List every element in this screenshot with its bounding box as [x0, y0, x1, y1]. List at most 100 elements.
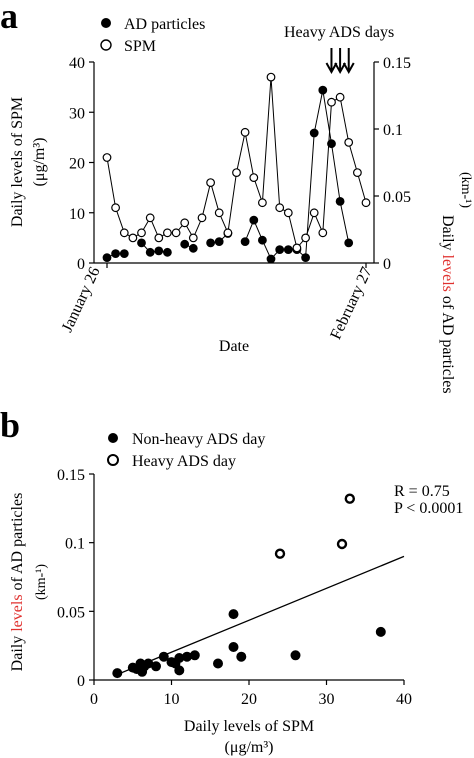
panel-a-right-ylabel-unit: (km-¹) — [458, 172, 473, 208]
panel-a-left-tick-label: 20 — [69, 156, 85, 173]
panel-b-xlabel-line1: Daily levels of SPM — [184, 718, 314, 735]
spm-point — [206, 178, 216, 188]
non-heavy-point — [375, 626, 386, 637]
panel-b-ylabel-before: Daily — [9, 632, 26, 672]
heavy-ads-arrowhead — [342, 62, 355, 75]
legend-a-ad-marker — [101, 18, 111, 28]
panel-b-ticks: 0 10 20 30 40 0 0.05 0.1 0.15 — [57, 467, 412, 708]
panel-a-xtick-end: February 27 — [327, 265, 375, 343]
heavy-point — [344, 493, 355, 504]
panel-b-x-tick-label: 30 — [319, 691, 335, 708]
spm-point — [275, 203, 285, 213]
non-heavy-point — [174, 665, 185, 676]
ad-point — [283, 245, 293, 255]
spm-point — [111, 203, 120, 213]
ad-point — [111, 249, 120, 259]
panel-b-ylabel: Daily levels of AD particles — [9, 493, 26, 672]
spm-point — [318, 228, 328, 238]
non-heavy-point — [213, 658, 223, 669]
spm-point — [137, 228, 146, 238]
panel-b-y-tick-label: 0.05 — [57, 604, 85, 621]
spm-point — [292, 243, 302, 253]
ad-point — [102, 253, 112, 263]
spm-point — [171, 228, 181, 238]
spm-point — [249, 173, 259, 183]
panel-a-xlabel: Date — [219, 338, 249, 355]
non-heavy-point — [151, 661, 161, 672]
panel-a-right-ylabel-before: Daily — [439, 215, 456, 255]
panel-b-x-tick-label: 20 — [241, 691, 257, 708]
spm-point — [240, 127, 250, 137]
spm-point — [214, 208, 224, 218]
spm-point — [145, 213, 155, 223]
spm-point — [344, 137, 354, 147]
ad-point — [309, 128, 319, 138]
spm-point — [309, 208, 319, 218]
ad-point — [275, 245, 285, 255]
ad-point — [301, 253, 311, 263]
ad-point — [162, 247, 172, 257]
panel-a-right-ylabel: Daily levels of AD particles — [439, 215, 456, 394]
panel-a-label: a — [0, 0, 18, 36]
panel-b-xlabel-line2: (μg/m³) — [225, 739, 274, 756]
spm-point — [353, 168, 362, 178]
spm-point — [119, 228, 129, 238]
heavy-ads-arrowhead — [334, 62, 346, 75]
ad-point — [344, 238, 354, 248]
panel-a-ticks: 0 10 20 30 40 0 0.05 0.1 0.15 — [69, 55, 411, 273]
panel-a-left-tick-label: 30 — [69, 105, 85, 122]
ad-point — [240, 237, 250, 247]
panel-a-left-ylabel-line1: Daily levels of SPM — [9, 97, 26, 227]
ad-point — [119, 249, 129, 259]
stats-p: P < 0.0001 — [394, 500, 463, 517]
spm-point — [154, 233, 164, 243]
spm-point — [188, 233, 198, 243]
ad-point — [266, 254, 276, 264]
panel-a-right-tick-label: 0.05 — [383, 189, 411, 206]
heavy-point — [274, 548, 286, 559]
panel-a-left-ylabel-line2: (μg/m³) — [31, 138, 48, 187]
spm-point — [128, 233, 138, 243]
panel-a-right-tick-label: 0 — [383, 256, 391, 273]
panel-a-right-tick-label: 0.15 — [383, 55, 411, 72]
panel-b-ylabel-unit: (km-¹) — [34, 564, 49, 600]
panel-b-series — [112, 493, 405, 679]
spm-point — [258, 198, 267, 208]
spm-point — [180, 218, 190, 228]
spm-point — [232, 168, 241, 178]
panel-a-left-tick-label: 10 — [69, 206, 85, 223]
ad-point — [145, 247, 155, 257]
heavy-ads-arrowhead — [325, 62, 338, 75]
spm-point — [197, 213, 207, 223]
non-heavy-point — [228, 642, 239, 652]
ad-point — [327, 139, 336, 149]
panel-b-y-tick-label: 0 — [77, 673, 85, 690]
ad-point — [154, 246, 164, 256]
legend-b-nonheavy-marker — [108, 433, 118, 443]
spm-point — [327, 97, 336, 107]
panel-b-ylabel-highlight: levels — [9, 594, 26, 631]
ad-point — [180, 239, 190, 249]
heavy-point — [336, 538, 348, 550]
panel-a-series — [102, 72, 371, 264]
legend-b-heavy-label: Heavy ADS day — [132, 453, 236, 470]
ad-point — [214, 237, 224, 247]
legend-a-spm-marker — [100, 39, 112, 51]
panel-a-xtick-start: January 26 — [59, 265, 104, 335]
panel-b-y-tick-label: 0.15 — [57, 467, 85, 484]
non-heavy-point — [290, 650, 301, 661]
non-heavy-point — [189, 650, 200, 661]
panel-a-right-ylabel-after: of AD particles — [439, 292, 456, 394]
panel-a-left-tick-label: 0 — [77, 256, 85, 273]
ad-point — [258, 235, 267, 245]
heavy-ads-annotation: Heavy ADS days — [284, 24, 394, 41]
legend-b-heavy-marker — [107, 454, 119, 466]
spm-point — [301, 233, 311, 243]
spm-point — [102, 153, 112, 162]
ad-point — [206, 238, 216, 248]
panel-b-x-tick-label: 40 — [396, 691, 412, 708]
ad-point — [188, 243, 198, 253]
legend-a-spm-label: SPM — [124, 38, 156, 55]
non-heavy-point — [236, 651, 247, 662]
panel-b-x-tick-label: 10 — [164, 691, 180, 708]
